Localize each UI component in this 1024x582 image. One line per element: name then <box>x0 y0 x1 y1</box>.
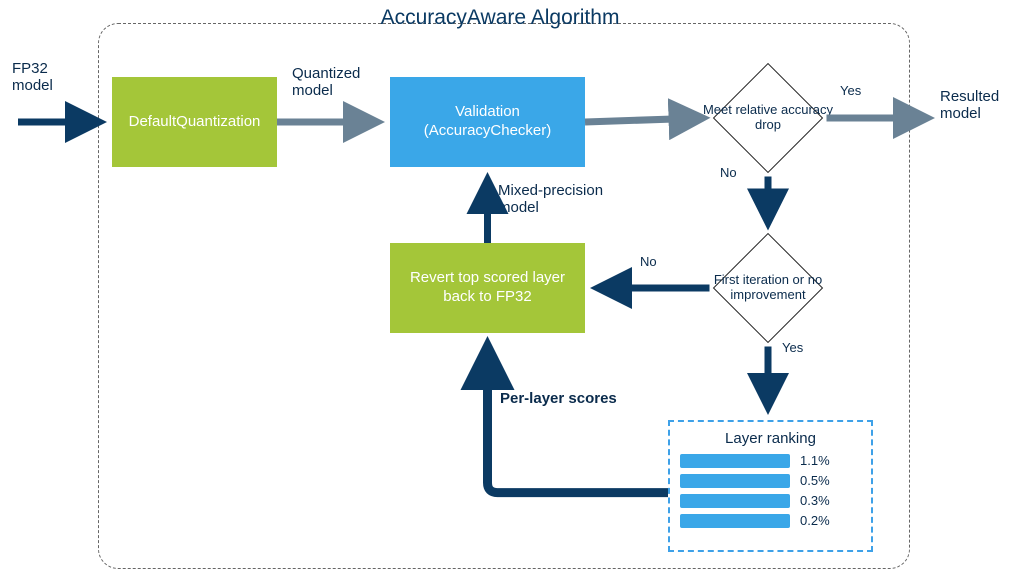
ranking-row: 0.2% <box>680 513 861 528</box>
diagram-title: AccuracyAware Algorithm <box>340 6 660 30</box>
node-validation-label: Validation (AccuracyChecker) <box>396 103 579 141</box>
ranking-row: 0.3% <box>680 493 861 508</box>
label-per-layer-scores: Per-layer scores <box>500 390 617 407</box>
label-quantized-model: Quantized model <box>292 65 360 99</box>
label-yes-1: Yes <box>840 83 861 98</box>
layer-ranking-rows: 1.1% 0.5% 0.3% 0.2% <box>680 453 861 528</box>
label-fp32-model: FP32 model <box>12 60 53 94</box>
stage: AccuracyAware Algorithm FP32 model Quant… <box>0 0 1024 582</box>
node-revert: Revert top scored layer back to FP32 <box>390 243 585 333</box>
layer-ranking-panel: Layer ranking 1.1% 0.5% 0.3% 0.2% <box>668 420 873 552</box>
ranking-pct: 0.3% <box>800 493 834 508</box>
decision-meet-drop: Meet relative accuracy drop <box>729 79 807 157</box>
ranking-row: 0.5% <box>680 473 861 488</box>
node-revert-label: Revert top scored layer back to FP32 <box>396 269 579 307</box>
label-no-2: No <box>640 254 657 269</box>
node-default-quantization-label: DefaultQuantization <box>129 113 261 132</box>
ranking-row: 1.1% <box>680 453 861 468</box>
label-mixed-precision: Mixed-precision model <box>498 182 603 216</box>
ranking-bar <box>680 494 790 508</box>
node-default-quantization: DefaultQuantization <box>112 77 277 167</box>
ranking-pct: 0.2% <box>800 513 834 528</box>
layer-ranking-title: Layer ranking <box>680 430 861 447</box>
decision-first-iter-label: First iteration or no improvement <box>702 273 835 303</box>
label-yes-2: Yes <box>782 340 803 355</box>
ranking-bar <box>680 454 790 468</box>
node-validation: Validation (AccuracyChecker) <box>390 77 585 167</box>
label-no-1: No <box>720 165 737 180</box>
ranking-bar <box>680 474 790 488</box>
ranking-bar <box>680 514 790 528</box>
label-resulted-model: Resulted model <box>940 88 999 122</box>
decision-meet-drop-label: Meet relative accuracy drop <box>702 103 835 133</box>
decision-first-iter: First iteration or no improvement <box>729 249 807 327</box>
ranking-pct: 1.1% <box>800 453 834 468</box>
ranking-pct: 0.5% <box>800 473 834 488</box>
